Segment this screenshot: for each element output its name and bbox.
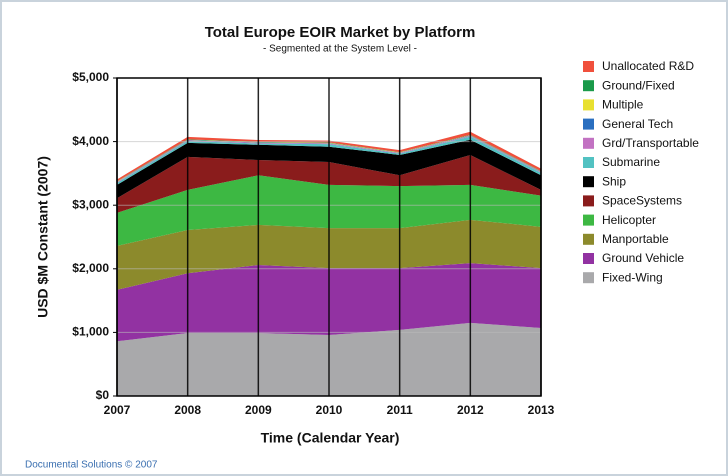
y-tick-label: $5,000 — [72, 70, 109, 84]
x-tick-label: 2010 — [316, 403, 343, 417]
legend-label: General Tech — [602, 117, 673, 131]
legend-label: Unallocated R&D — [602, 59, 694, 73]
y-tick-label: $2,000 — [72, 261, 109, 275]
x-tick-label: 2013 — [528, 403, 555, 417]
legend-swatch — [583, 195, 594, 207]
x-tick-label: 2007 — [104, 403, 131, 417]
chart-title: Total Europe EOIR Market by Platform — [205, 24, 476, 41]
chart-subtitle: - Segmented at the System Level - — [263, 44, 417, 55]
y-axis-label: USD $M Constant (2007) — [35, 156, 51, 318]
x-tick-label: 2012 — [457, 403, 484, 417]
legend-swatch — [583, 118, 594, 130]
y-tick-label: $0 — [96, 388, 110, 402]
legend-label: Multiple — [602, 98, 644, 112]
y-tick-label: $1,000 — [72, 325, 109, 339]
legend-label: Submarine — [602, 155, 660, 169]
legend-swatch — [583, 233, 594, 245]
legend-swatch — [583, 157, 594, 168]
y-tick-label: $3,000 — [72, 197, 109, 211]
legend-swatch — [583, 214, 594, 226]
x-tick-label: 2011 — [387, 403, 413, 417]
legend-label: Ground/Fixed — [602, 78, 675, 92]
legend-label: Fixed-Wing — [602, 270, 663, 284]
x-tick-label: 2009 — [245, 403, 272, 417]
legend-swatch — [583, 80, 594, 92]
legend-swatch — [583, 253, 594, 264]
legend-label: Ship — [602, 174, 626, 188]
legend-swatch — [583, 176, 594, 188]
legend-label: Grd/Transportable — [602, 136, 699, 150]
legend-label: Helicopter — [602, 213, 656, 227]
legend-swatch — [583, 61, 594, 72]
legend-swatch — [583, 272, 594, 284]
x-tick-label: 2008 — [174, 403, 201, 417]
x-axis-label: Time (Calendar Year) — [261, 430, 400, 446]
footer: Documental Solutions © 2007 — [25, 460, 158, 471]
legend-label: Manportable — [602, 232, 669, 246]
y-tick-label: $4,000 — [72, 134, 109, 148]
plot-border — [116, 77, 542, 397]
legend-label: SpaceSystems — [602, 194, 682, 208]
legend-label: Ground Vehicle — [602, 251, 684, 265]
legend-swatch — [583, 137, 594, 149]
legend-swatch — [583, 99, 594, 111]
area — [117, 139, 541, 199]
